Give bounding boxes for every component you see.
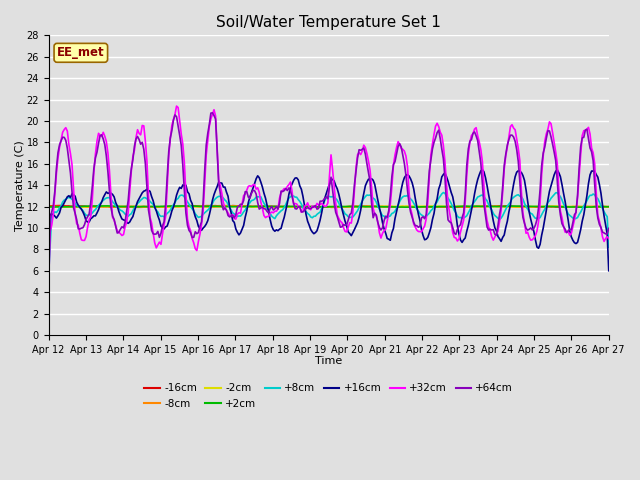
-2cm [402, 203, 410, 209]
Text: EE_met: EE_met [57, 46, 104, 60]
-8cm [291, 204, 299, 209]
-2cm [230, 204, 238, 209]
Title: Soil/Water Temperature Set 1: Soil/Water Temperature Set 1 [216, 15, 441, 30]
-2cm [240, 204, 248, 210]
+8cm [212, 196, 220, 202]
-16cm [241, 204, 249, 209]
+64cm [241, 189, 249, 194]
-16cm [291, 204, 299, 210]
-8cm [524, 204, 531, 210]
+32cm [605, 236, 612, 241]
+32cm [241, 191, 249, 197]
+8cm [45, 273, 52, 278]
+2cm [291, 204, 299, 209]
+16cm [575, 233, 583, 239]
-8cm [605, 204, 612, 209]
-2cm [291, 204, 299, 210]
-16cm [577, 204, 584, 210]
+8cm [440, 190, 447, 195]
+2cm [213, 204, 221, 209]
-2cm [259, 204, 266, 210]
-16cm [45, 203, 52, 209]
+2cm [605, 204, 612, 210]
-2cm [113, 204, 121, 209]
X-axis label: Time: Time [315, 356, 342, 366]
-8cm [113, 204, 121, 209]
-16cm [232, 203, 240, 209]
+16cm [45, 252, 52, 258]
+64cm [605, 226, 612, 231]
+64cm [113, 230, 121, 236]
Line: +8cm: +8cm [49, 192, 609, 276]
+16cm [113, 203, 121, 209]
Line: +16cm: +16cm [49, 169, 609, 271]
+64cm [575, 166, 583, 171]
+32cm [173, 103, 180, 109]
+8cm [230, 211, 238, 217]
+16cm [230, 219, 238, 225]
+32cm [113, 228, 121, 234]
-8cm [212, 204, 220, 210]
-8cm [241, 203, 249, 209]
+2cm [187, 203, 195, 209]
+2cm [580, 204, 588, 210]
+8cm [605, 244, 612, 250]
+32cm [575, 174, 583, 180]
-2cm [577, 204, 584, 209]
+2cm [232, 204, 240, 209]
Line: -16cm: -16cm [49, 205, 609, 207]
+32cm [232, 216, 240, 222]
Line: +2cm: +2cm [49, 206, 609, 207]
+32cm [45, 282, 52, 288]
+16cm [290, 178, 298, 183]
+64cm [213, 147, 221, 153]
+32cm [291, 201, 299, 206]
Legend: -16cm, -8cm, -2cm, +2cm, +8cm, +16cm, +32cm, +64cm: -16cm, -8cm, -2cm, +2cm, +8cm, +16cm, +3… [140, 379, 517, 413]
-16cm [605, 204, 612, 210]
-16cm [213, 203, 221, 209]
Line: +32cm: +32cm [49, 106, 609, 285]
+8cm [575, 212, 583, 217]
-8cm [230, 204, 238, 209]
+16cm [479, 167, 486, 172]
-8cm [45, 204, 52, 209]
+8cm [113, 204, 121, 210]
+8cm [240, 209, 248, 215]
-16cm [332, 204, 340, 210]
+2cm [45, 204, 52, 210]
+64cm [45, 276, 52, 282]
+2cm [113, 204, 121, 209]
+16cm [212, 188, 220, 193]
+2cm [241, 204, 249, 210]
Line: +64cm: +64cm [49, 113, 609, 279]
+64cm [232, 212, 240, 217]
+64cm [291, 206, 299, 212]
Y-axis label: Temperature (C): Temperature (C) [15, 140, 25, 230]
-8cm [577, 204, 584, 209]
-2cm [605, 204, 612, 210]
-16cm [59, 203, 67, 208]
Line: -8cm: -8cm [49, 206, 609, 207]
+16cm [240, 223, 248, 228]
Line: -2cm: -2cm [49, 206, 609, 207]
+32cm [213, 146, 221, 152]
-16cm [115, 204, 123, 210]
-2cm [45, 204, 52, 210]
+64cm [209, 110, 216, 116]
-8cm [240, 203, 248, 209]
+8cm [290, 193, 298, 199]
+16cm [605, 268, 612, 274]
-2cm [212, 204, 220, 209]
+2cm [575, 204, 583, 210]
